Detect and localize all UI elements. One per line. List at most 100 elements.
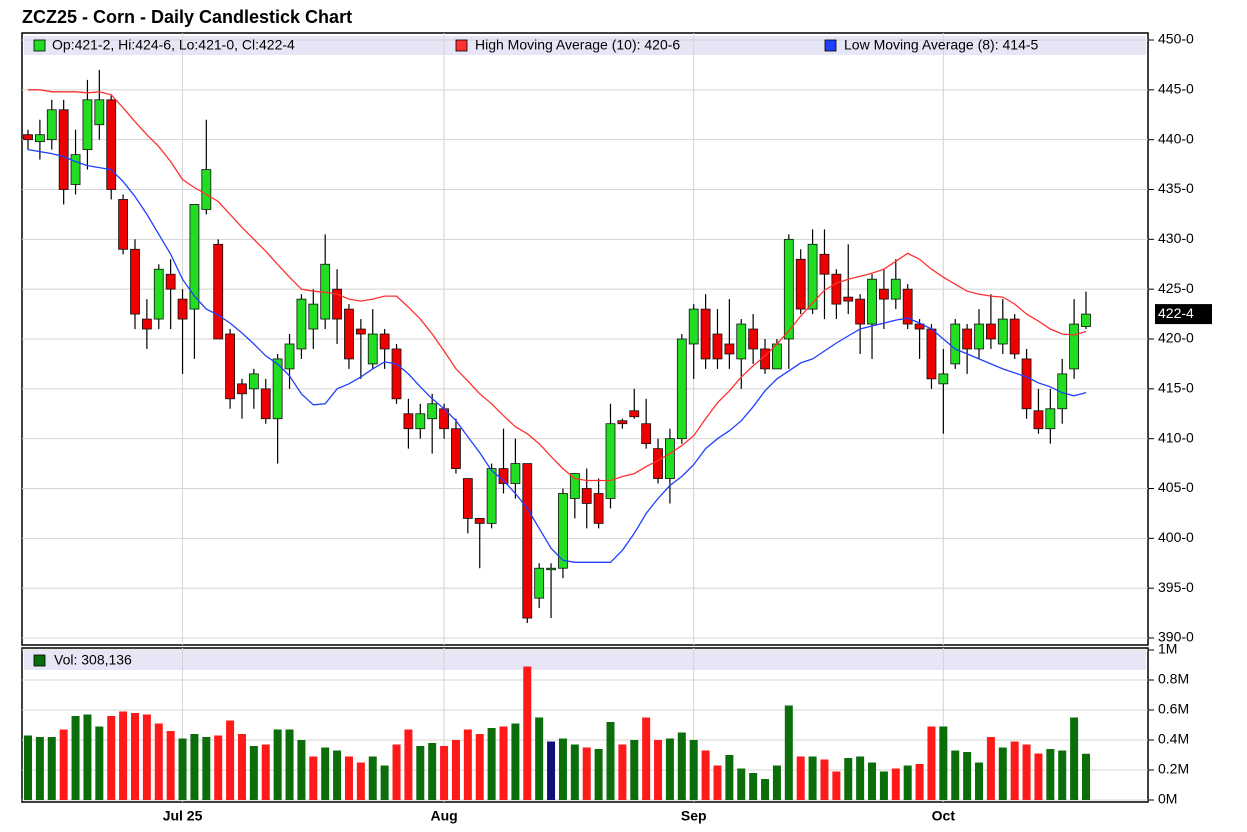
- candle-body: [641, 423, 652, 445]
- candle-body: [605, 423, 616, 499]
- volume-bar: [963, 752, 972, 800]
- y-tick-label: 0.2M: [1158, 761, 1189, 777]
- volume-bar: [1046, 749, 1055, 800]
- volume-bar: [273, 729, 282, 800]
- volume-bar: [47, 737, 56, 800]
- candle-body: [926, 328, 937, 380]
- y-tick-label: 395-0: [1158, 579, 1194, 595]
- volume-bar: [630, 740, 639, 800]
- candle-body: [177, 298, 188, 320]
- candle-body: [843, 296, 854, 302]
- volume-bar: [868, 762, 877, 800]
- volume-bar: [654, 740, 663, 800]
- candle-body: [510, 463, 521, 484]
- candle-body: [272, 358, 283, 420]
- candle-body: [248, 373, 259, 390]
- volume-bar: [939, 726, 948, 800]
- candle-body: [629, 410, 640, 418]
- volume-bar: [499, 726, 508, 800]
- candle-body: [165, 273, 176, 290]
- volume-bar: [582, 747, 591, 800]
- candle-body: [462, 478, 473, 519]
- volume-bar: [1082, 753, 1090, 800]
- volume-bar: [226, 720, 235, 800]
- candle-body: [1009, 318, 1020, 355]
- candle-body: [831, 273, 842, 305]
- volume-bar: [71, 716, 80, 800]
- candle-body: [819, 253, 830, 275]
- volume-bar: [130, 713, 139, 800]
- volume-bar: [475, 734, 484, 800]
- candle-body: [879, 288, 889, 300]
- volume-bar: [606, 722, 615, 800]
- volume-bar: [202, 737, 211, 800]
- candle-body: [950, 323, 961, 365]
- volume-bar: [190, 734, 199, 800]
- volume-bar: [665, 738, 674, 800]
- volume-bar: [95, 726, 104, 800]
- volume-bar: [178, 738, 187, 800]
- volume-bar: [107, 716, 116, 800]
- volume-bar: [297, 740, 306, 800]
- chart-title: ZCZ25 - Corn - Daily Candlestick Chart: [22, 7, 352, 27]
- x-tick-label: Aug: [430, 808, 457, 824]
- y-tick-label: 415-0: [1158, 380, 1194, 396]
- legend-swatch: [33, 39, 46, 52]
- candle-body: [902, 288, 913, 325]
- candle-body: [415, 413, 426, 430]
- candle-body: [867, 278, 877, 325]
- volume-bar: [570, 744, 579, 800]
- candle-body: [213, 243, 224, 340]
- candle-body: [82, 99, 93, 151]
- candle-body: [736, 323, 747, 360]
- candle-body: [617, 420, 628, 425]
- legend-swatch: [824, 39, 837, 52]
- legend-background: [24, 651, 1146, 670]
- volume-bar: [547, 741, 556, 800]
- legend-swatch: [33, 654, 46, 667]
- candle-body: [890, 278, 901, 300]
- candle-body: [665, 438, 675, 479]
- y-tick-label: 0.8M: [1158, 671, 1189, 687]
- candle-body: [688, 308, 699, 345]
- volume-bar: [416, 746, 425, 800]
- candle-body: [712, 333, 723, 360]
- candle-body: [141, 318, 152, 330]
- candle-body: [153, 268, 164, 320]
- volume-bar: [166, 731, 175, 800]
- candle-body: [379, 333, 390, 350]
- volume-bar: [1070, 717, 1079, 800]
- candle-body: [118, 199, 129, 250]
- volume-bar: [689, 740, 698, 800]
- volume-bar: [261, 744, 270, 800]
- candle-body: [974, 323, 984, 350]
- volume-bar: [249, 746, 258, 800]
- legend-label: Op:421-2, Hi:424-6, Lo:421-0, Cl:422-4: [52, 37, 295, 53]
- candle-body: [355, 328, 366, 335]
- volume-bar: [725, 755, 734, 800]
- candle-body: [1021, 358, 1032, 410]
- volume-bar: [820, 759, 829, 800]
- candle-body: [367, 333, 378, 365]
- y-tick-label: 435-0: [1158, 180, 1194, 196]
- candle-body: [855, 298, 866, 325]
- candle-body: [938, 373, 949, 385]
- volume-bar: [451, 740, 460, 800]
- volume-bar: [428, 743, 437, 800]
- y-tick-label: 1M: [1158, 641, 1177, 657]
- volume-bar: [511, 723, 520, 800]
- volume-bar: [356, 762, 365, 800]
- y-tick-label: 400-0: [1158, 529, 1194, 545]
- volume-bar: [1034, 753, 1043, 800]
- volume-bar: [975, 762, 984, 800]
- candle-body: [403, 413, 414, 430]
- volume-bar: [951, 750, 960, 800]
- candle-body: [106, 99, 117, 190]
- candle-body: [558, 493, 568, 569]
- volume-bar: [35, 737, 44, 800]
- volume-bar: [237, 734, 246, 800]
- legend-label: Low Moving Average (8): 414-5: [844, 37, 1039, 53]
- volume-bar: [701, 750, 710, 800]
- candle-body: [486, 468, 497, 524]
